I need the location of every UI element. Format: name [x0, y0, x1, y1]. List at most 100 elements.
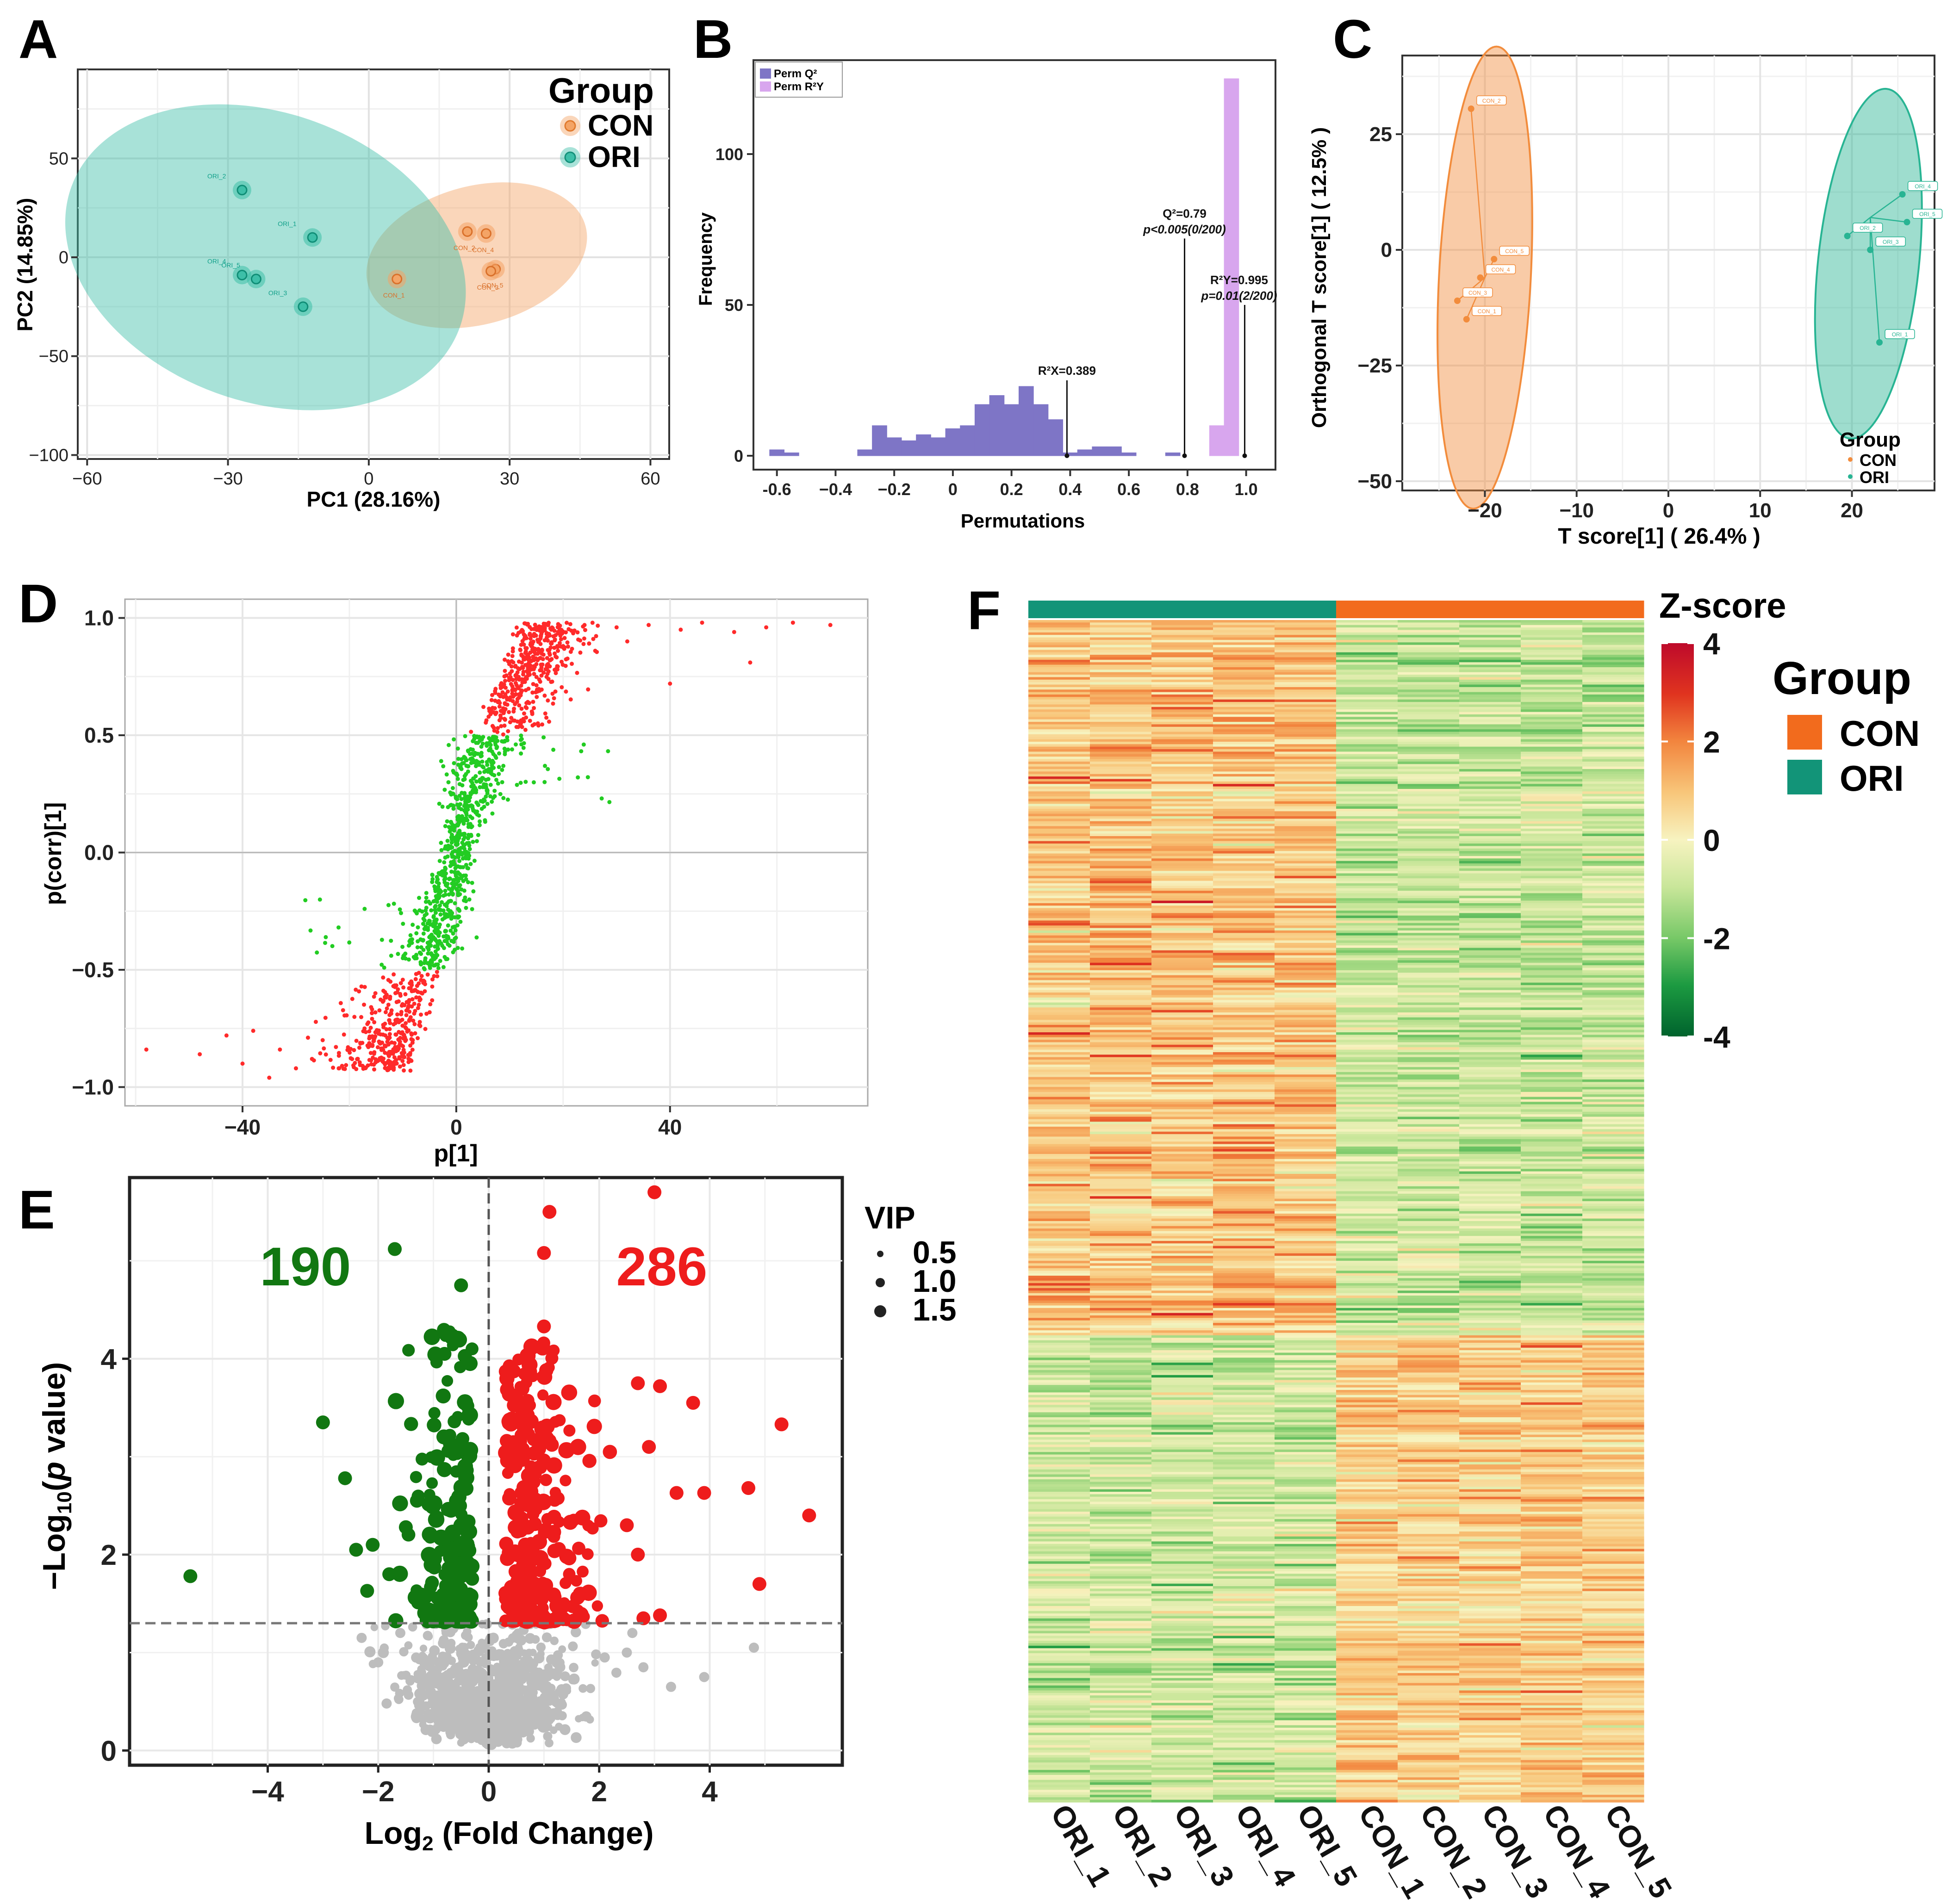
heatmap-cell: [1151, 670, 1213, 673]
data-point: [471, 790, 476, 794]
data-point: [414, 995, 419, 1000]
heatmap-cell: [1213, 791, 1275, 794]
data-point: [503, 678, 507, 683]
up-point: [555, 1601, 567, 1613]
data-point: [489, 698, 494, 702]
heatmap-cell: [1459, 886, 1521, 889]
data-point: [398, 907, 402, 912]
data-point: [459, 807, 464, 812]
up-point: [541, 1513, 554, 1526]
data-point: [355, 1057, 360, 1061]
data-point: [396, 952, 400, 956]
heatmap-cell: [1090, 635, 1152, 638]
heatmap-cell: [1582, 945, 1644, 949]
heatmap-cell: [1028, 754, 1090, 757]
heatmap-cell: [1028, 856, 1090, 859]
group-bar-ori: [1213, 601, 1275, 618]
up-point: [535, 1494, 552, 1510]
heatmap-cell: [1090, 908, 1152, 911]
heatmap-cell: [1521, 695, 1583, 697]
heatmap-cell: [1090, 682, 1152, 685]
heatmap-cell: [1459, 881, 1521, 884]
heatmap-cell: [1213, 784, 1275, 787]
heatmap-cell: [1398, 627, 1460, 631]
heatmap-cell: [1275, 682, 1337, 685]
ns-point: [381, 1698, 392, 1709]
histogram-bar: [1209, 425, 1225, 456]
data-point: [471, 776, 476, 781]
heatmap-cell: [1028, 737, 1090, 740]
data-point: [352, 1015, 357, 1019]
heatmap-cell: [1028, 838, 1090, 842]
heatmap-cell: [1398, 739, 1460, 742]
heatmap-cell: [1582, 987, 1644, 991]
ns-point: [522, 1715, 533, 1725]
heatmap-cell: [1275, 918, 1337, 921]
heatmap-cell: [1521, 891, 1583, 894]
data-point: [293, 1066, 298, 1071]
heatmap-cell: [1398, 679, 1460, 682]
data-point: [471, 889, 476, 893]
panel-e-legend: VIP 0.5 1.0 1.5: [865, 1200, 957, 1327]
data-point: [545, 623, 550, 627]
heatmap-cell: [1398, 851, 1460, 854]
heatmap-cell: [1028, 642, 1090, 645]
heatmap-cell: [1521, 925, 1583, 929]
heatmap-cell: [1028, 920, 1090, 924]
heatmap-cell: [1582, 833, 1644, 837]
x-tick-label: 0.6: [1117, 480, 1140, 499]
heatmap-cell: [1336, 789, 1398, 792]
heatmap-cell: [1521, 682, 1583, 685]
heatmap-cell: [1582, 699, 1644, 702]
heatmap-cell: [1336, 1002, 1398, 1005]
heatmap-cell: [1336, 950, 1398, 953]
ns-point: [558, 1689, 568, 1699]
heatmap-cell: [1582, 789, 1644, 792]
heatmap-cell: [1459, 975, 1521, 978]
heatmap-cell: [1459, 652, 1521, 655]
heatmap-cell: [1275, 928, 1337, 931]
heatmap-cell: [1398, 923, 1460, 926]
data-point: [435, 947, 440, 951]
heatmap-cell: [1151, 858, 1213, 862]
heatmap-cell: [1521, 766, 1583, 769]
heatmap-cell: [1398, 866, 1460, 869]
data-point: [485, 791, 490, 795]
histogram-bar: [1019, 386, 1034, 456]
heatmap-cell: [1213, 940, 1275, 943]
heatmap-cell: [1336, 913, 1398, 916]
heatmap-cell: [1521, 856, 1583, 859]
data-point: [446, 923, 450, 928]
heatmap-cell: [1090, 622, 1152, 626]
ns-point: [464, 1693, 474, 1704]
data-point: [451, 885, 455, 890]
legend-swatch-perm-r2y: [760, 81, 771, 92]
data-point: [547, 651, 552, 656]
data-point: [370, 1034, 375, 1039]
point-label: ORI_3: [268, 289, 287, 297]
heatmap-cell: [1151, 836, 1213, 839]
heatmap-cell: [1521, 799, 1583, 802]
heatmap-cell: [1090, 886, 1152, 889]
data-point: [450, 850, 455, 855]
heatmap-cell: [1090, 935, 1152, 938]
ns-point: [531, 1635, 540, 1644]
heatmap-cell: [1336, 796, 1398, 800]
data-point: [394, 1000, 399, 1005]
ns-point: [482, 1678, 492, 1688]
data-point: [519, 665, 524, 670]
data-point: [417, 971, 421, 975]
heatmap-cell: [1582, 637, 1644, 640]
heatmap-cell: [1521, 642, 1583, 645]
panel-d-y-ticks: −1.0−0.50.00.51.0: [72, 606, 125, 1099]
heatmap-cell: [1336, 771, 1398, 775]
heatmap-cell: [1459, 771, 1521, 775]
heatmap-cell: [1521, 943, 1583, 946]
data-point: [429, 960, 434, 964]
ns-point: [488, 1650, 499, 1661]
heatmap-cell: [1398, 811, 1460, 814]
heatmap-cell: [1336, 915, 1398, 918]
heatmap-cell: [1521, 746, 1583, 750]
heatmap-cell: [1213, 928, 1275, 931]
heatmap-cell: [1090, 779, 1152, 782]
